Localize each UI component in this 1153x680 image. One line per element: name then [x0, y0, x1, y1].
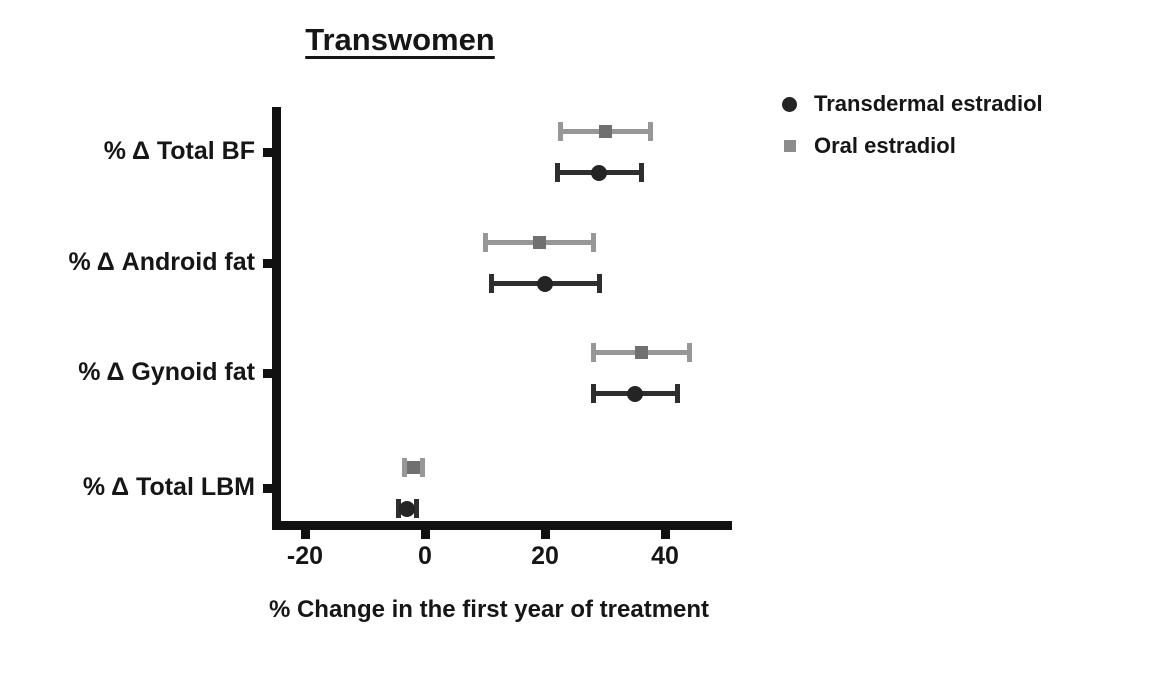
y-axis-tick: [263, 483, 273, 493]
x-axis-title: % Change in the first year of treatment: [268, 596, 710, 623]
x-tick-label: 40: [651, 542, 679, 570]
error-bar-cap: [482, 233, 488, 252]
circle-marker-icon: [782, 96, 797, 112]
data-point-square: [406, 461, 420, 474]
x-axis-line: [272, 521, 732, 530]
x-tick-label: -20: [286, 542, 324, 570]
legend-item-transdermal: Transdermal estradiol: [782, 90, 1043, 118]
x-tick-label: 0: [418, 542, 432, 570]
error-bar-cap: [590, 384, 596, 403]
legend-item-oral: Oral estradiol: [782, 132, 1043, 160]
error-bar-cap: [395, 499, 401, 518]
chart-title: Transwomen: [305, 22, 495, 57]
data-point-circle: [627, 385, 643, 402]
error-bar-cap: [557, 122, 563, 141]
error-bar-cap: [413, 499, 419, 518]
error-bar-cap: [590, 233, 596, 252]
error-bar-cap: [596, 274, 602, 293]
y-axis-tick: [263, 258, 273, 268]
data-point-circle: [537, 275, 553, 292]
y-axis-line: [272, 107, 281, 530]
x-axis-tick: [660, 530, 670, 539]
x-axis-tick: [420, 530, 430, 539]
legend: Transdermal estradiol Oral estradiol: [782, 90, 1043, 174]
data-point-circle: [591, 164, 607, 181]
data-point-square: [532, 236, 546, 249]
legend-label-oral: Oral estradiol: [814, 133, 956, 158]
error-bar-cap: [647, 122, 653, 141]
y-axis-tick: [263, 368, 273, 378]
category-label: % Δ Total BF: [103, 136, 255, 165]
error-bar-cap: [488, 274, 494, 293]
data-point-square: [598, 125, 612, 138]
error-bar-cap: [638, 163, 644, 182]
data-point-square: [634, 346, 648, 359]
category-label: % Δ Android fat: [68, 247, 255, 276]
error-bar-cap: [419, 458, 425, 477]
error-bar-cap: [590, 343, 596, 362]
error-bar-cap: [401, 458, 407, 477]
x-axis-tick: [540, 530, 550, 539]
y-axis-tick: [263, 147, 273, 157]
error-bar-cap: [686, 343, 692, 362]
data-point-circle: [399, 500, 415, 517]
x-tick-label: 20: [531, 542, 559, 570]
square-marker-icon: [784, 140, 796, 152]
error-bar-cap: [674, 384, 680, 403]
x-axis-tick: [300, 530, 310, 539]
category-label: % Δ Total LBM: [82, 472, 255, 501]
error-bar-cap: [554, 163, 560, 182]
legend-label-transdermal: Transdermal estradiol: [814, 91, 1043, 116]
category-label: % Δ Gynoid fat: [78, 357, 255, 386]
